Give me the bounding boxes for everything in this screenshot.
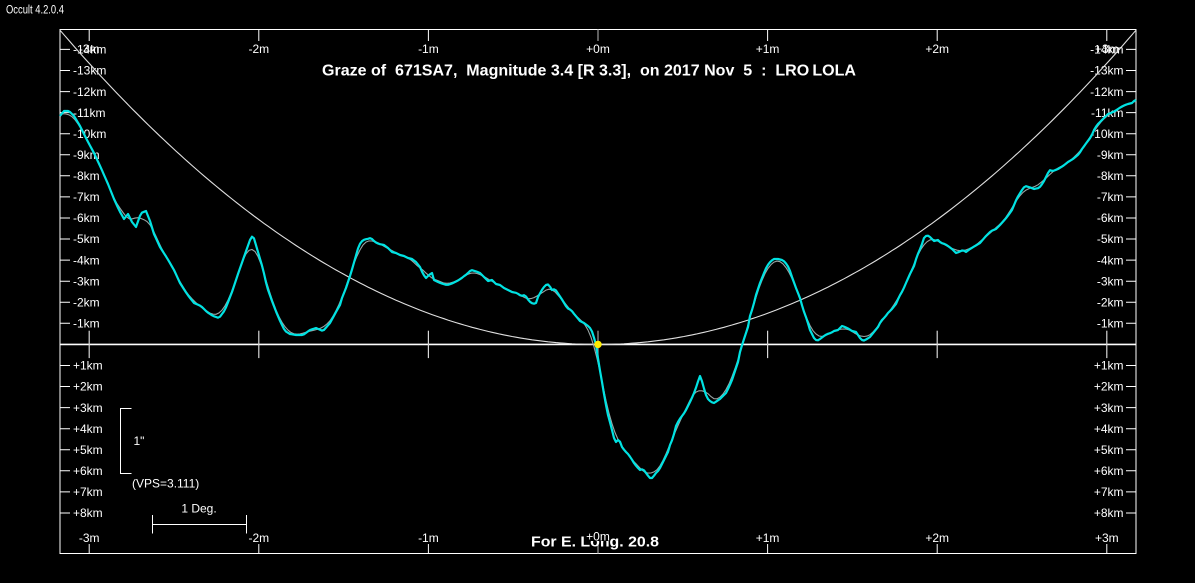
- svg-text:-8km: -8km: [1097, 169, 1124, 183]
- svg-text:-6km: -6km: [73, 211, 100, 225]
- svg-text:-14km: -14km: [1090, 43, 1123, 57]
- svg-text:(VPS=3.111): (VPS=3.111): [132, 477, 199, 491]
- svg-text:-2m: -2m: [248, 531, 269, 545]
- svg-text:-3km: -3km: [73, 274, 100, 288]
- svg-text:-11km: -11km: [73, 106, 105, 120]
- svg-text:+7km: +7km: [73, 485, 103, 499]
- svg-text:For E. Long. 20.8: For E. Long. 20.8: [531, 534, 659, 551]
- svg-text:1 Deg.: 1 Deg.: [181, 502, 216, 516]
- svg-text:-1km: -1km: [73, 317, 100, 331]
- svg-text:+0m: +0m: [586, 530, 610, 544]
- svg-text:+7km: +7km: [1094, 485, 1124, 499]
- svg-text:+2km: +2km: [1094, 380, 1124, 394]
- svg-text:-1m: -1m: [418, 42, 439, 56]
- svg-text:-3m: -3m: [79, 531, 100, 545]
- svg-text:Graze of 671SA7, Magnitude 3: Graze of 671SA7, Magnitude 3.4 [R 3.3], …: [322, 63, 856, 80]
- svg-text:-12km: -12km: [73, 85, 106, 99]
- svg-text:-5km: -5km: [73, 232, 100, 246]
- svg-text:+1km: +1km: [1094, 359, 1124, 373]
- svg-text:+5km: +5km: [73, 443, 103, 457]
- svg-text:-1km: -1km: [1097, 317, 1124, 331]
- svg-text:+2m: +2m: [925, 42, 949, 56]
- svg-text:-1m: -1m: [418, 531, 439, 545]
- svg-text:-9km: -9km: [1097, 148, 1124, 162]
- svg-text:+6km: +6km: [1094, 464, 1124, 478]
- svg-text:+4km: +4km: [1094, 422, 1124, 436]
- svg-text:-5km: -5km: [1097, 232, 1124, 246]
- svg-text:-3km: -3km: [1097, 274, 1124, 288]
- svg-text:-2km: -2km: [73, 296, 100, 310]
- svg-text:-2m: -2m: [248, 42, 269, 56]
- svg-text:-4km: -4km: [1097, 253, 1124, 267]
- svg-text:-12km: -12km: [1090, 85, 1123, 99]
- svg-text:-13km: -13km: [73, 64, 106, 78]
- svg-text:+2km: +2km: [73, 380, 103, 394]
- svg-text:-11km: -11km: [1091, 106, 1123, 120]
- svg-text:-3m: -3m: [79, 42, 100, 56]
- svg-text:+3m: +3m: [1095, 42, 1119, 56]
- svg-text:-13km: -13km: [1090, 64, 1123, 78]
- svg-text:+8km: +8km: [73, 506, 103, 520]
- svg-text:-10km: -10km: [73, 127, 106, 141]
- svg-text:-4km: -4km: [73, 253, 100, 267]
- svg-text:1": 1": [134, 434, 145, 448]
- svg-text:-2km: -2km: [1097, 296, 1124, 310]
- svg-text:+3m: +3m: [1095, 531, 1119, 545]
- svg-text:+6km: +6km: [73, 464, 103, 478]
- svg-text:+1m: +1m: [756, 42, 780, 56]
- svg-text:+0m: +0m: [586, 42, 610, 56]
- svg-text:+1m: +1m: [756, 531, 780, 545]
- svg-text:+1km: +1km: [73, 359, 103, 373]
- svg-text:+2m: +2m: [925, 531, 949, 545]
- svg-text:-8km: -8km: [73, 169, 100, 183]
- svg-text:+4km: +4km: [73, 422, 103, 436]
- svg-text:-7km: -7km: [1097, 190, 1124, 204]
- svg-text:+5km: +5km: [1094, 443, 1124, 457]
- svg-text:-6km: -6km: [1097, 211, 1124, 225]
- svg-text:-7km: -7km: [73, 190, 100, 204]
- svg-text:+8km: +8km: [1094, 506, 1124, 520]
- svg-text:+3km: +3km: [1094, 401, 1124, 415]
- svg-text:Occult 4.2.0.4: Occult 4.2.0.4: [6, 5, 64, 17]
- svg-text:-10km: -10km: [1090, 127, 1123, 141]
- svg-text:-14km: -14km: [73, 43, 106, 57]
- svg-text:+3km: +3km: [73, 401, 103, 415]
